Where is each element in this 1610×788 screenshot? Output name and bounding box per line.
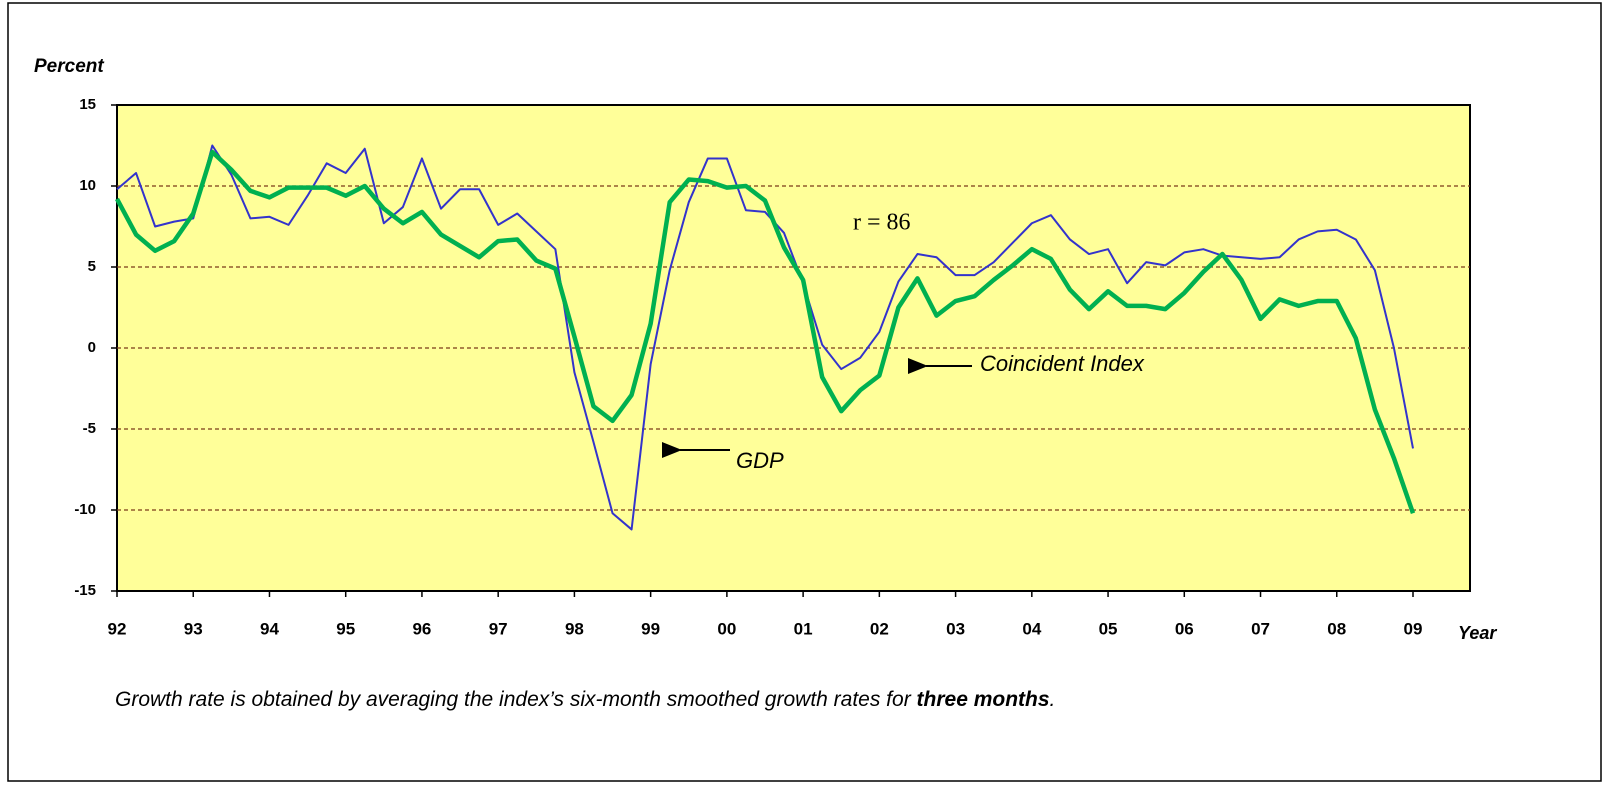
x-tick-label: 99 <box>641 619 660 638</box>
x-tick-label: 04 <box>1022 619 1041 638</box>
series-line <box>116 144 1414 531</box>
series-label: Coincident Index <box>980 351 1145 376</box>
x-tick-label: 08 <box>1327 619 1346 638</box>
y-tick-label: 5 <box>88 258 96 275</box>
x-tick-label: 06 <box>1175 619 1194 638</box>
y-tick-label: 10 <box>79 177 96 194</box>
x-tick-label: 94 <box>260 619 279 638</box>
series-label: GDP <box>736 448 784 473</box>
x-tick-label: 96 <box>412 619 431 638</box>
x-tick-label: 98 <box>565 619 584 638</box>
y-tick-label: -5 <box>83 420 96 437</box>
note-text: Growth rate is obtained by averaging the… <box>115 688 917 711</box>
y-tick-label: 15 <box>79 96 96 113</box>
x-tick-label: 01 <box>794 619 813 638</box>
x-tick-label: 02 <box>870 619 889 638</box>
x-axis-label: Year <box>1458 623 1497 643</box>
x-tick-label: 00 <box>717 619 736 638</box>
x-tick-label: 07 <box>1251 619 1270 638</box>
y-tick-label: 0 <box>88 339 96 356</box>
series-line <box>115 149 1416 514</box>
x-tick-label: 97 <box>489 619 508 638</box>
x-tick-label: 09 <box>1404 619 1423 638</box>
x-tick-label: 92 <box>108 619 127 638</box>
note-bold: three months <box>917 688 1050 711</box>
y-tick-label: -15 <box>74 582 96 599</box>
annotation: r = 86 <box>853 210 911 236</box>
y-tick-label: -10 <box>74 501 96 518</box>
x-tick-label: 05 <box>1099 619 1118 638</box>
x-tick-label: 03 <box>946 619 965 638</box>
x-tick-label: 93 <box>184 619 203 638</box>
y-axis-label: Percent <box>34 56 104 77</box>
note-text: . <box>1050 688 1056 711</box>
x-tick-label: 95 <box>336 619 355 638</box>
note: Growth rate is obtained by averaging the… <box>115 688 1055 711</box>
